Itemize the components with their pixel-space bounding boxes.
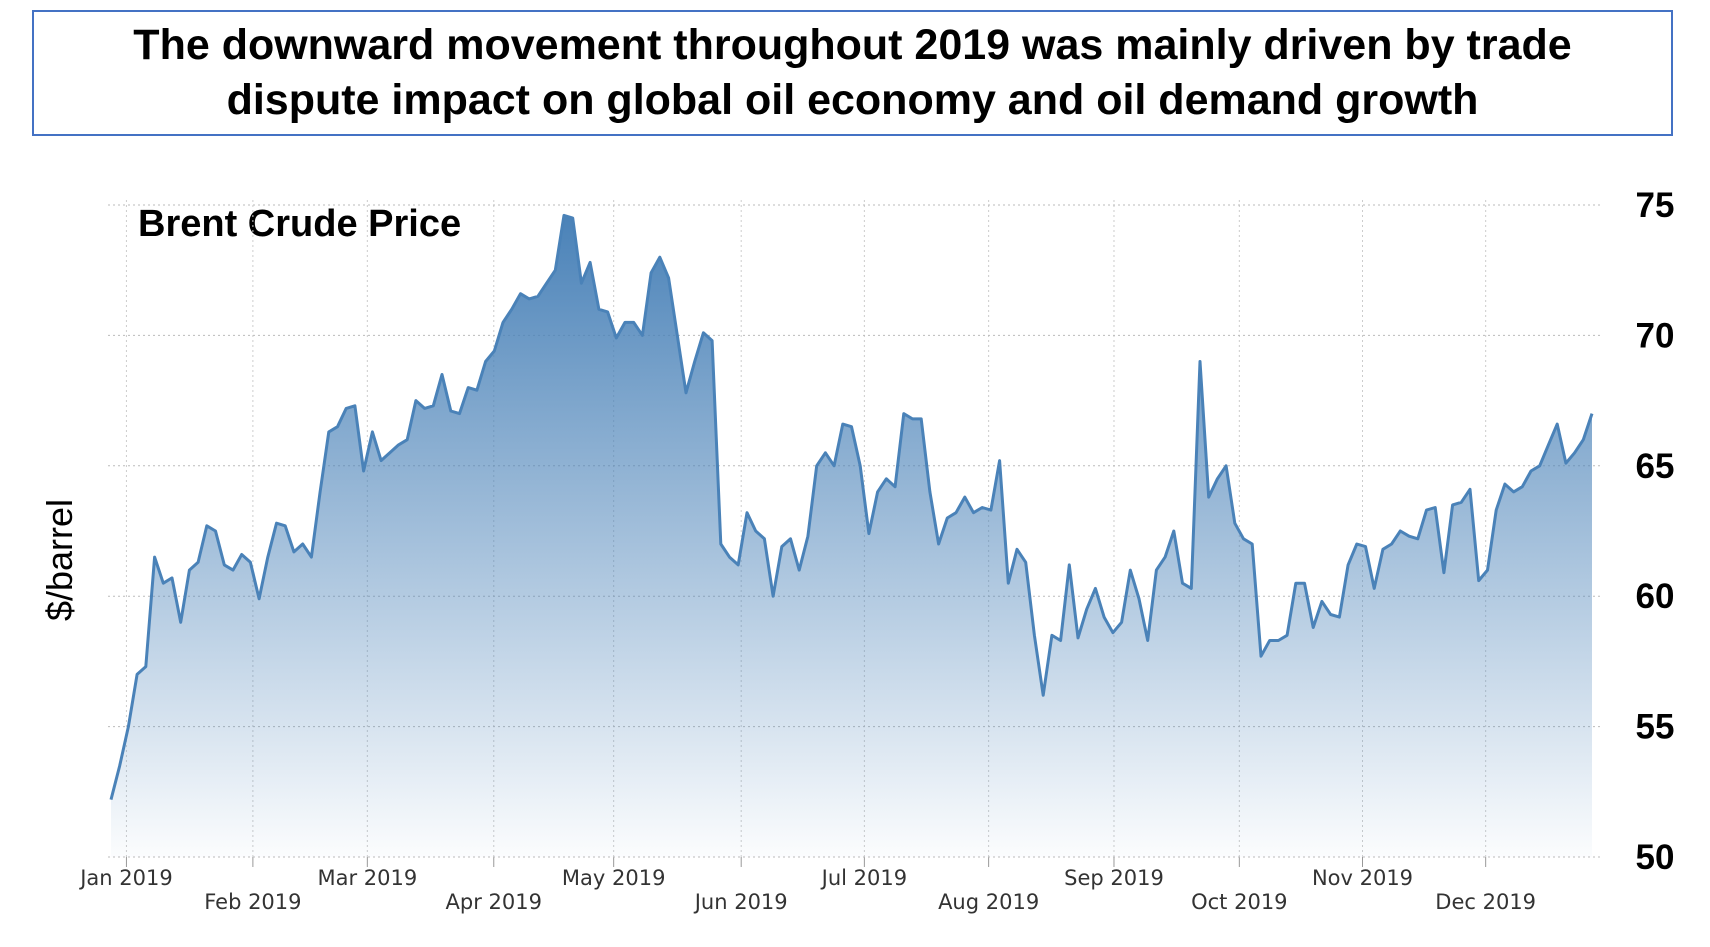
y-tick-label: 75 — [1636, 186, 1675, 225]
price-line — [109, 213, 1594, 800]
y-tick-label: 70 — [1636, 316, 1675, 355]
x-tick-label: Aug 2019 — [938, 890, 1039, 914]
x-tick-label: Nov 2019 — [1312, 866, 1413, 890]
y-tick-label: 65 — [1636, 447, 1675, 486]
x-tick-label: Feb 2019 — [204, 890, 301, 914]
y-tick-label: 50 — [1636, 838, 1675, 877]
y-tick-label: 55 — [1636, 708, 1675, 747]
x-tick-label: Oct 2019 — [1191, 890, 1287, 914]
y-axis-label: $/barrel — [39, 499, 80, 621]
header-title: The downward movement throughout 2019 wa… — [32, 10, 1673, 136]
x-tick-label: Dec 2019 — [1435, 890, 1536, 914]
x-tick-label: Sep 2019 — [1064, 866, 1164, 890]
x-tick-label: Jul 2019 — [820, 866, 907, 890]
x-tick-label: Jun 2019 — [693, 890, 788, 914]
x-tick-label: Mar 2019 — [317, 866, 417, 890]
x-tick-label: Jan 2019 — [78, 866, 173, 890]
x-tick-label: May 2019 — [562, 866, 666, 890]
area-fill — [111, 215, 1592, 857]
y-tick-label: 60 — [1636, 577, 1675, 616]
chart-title: Brent Crude Price — [138, 203, 461, 245]
x-tick-label: Apr 2019 — [446, 890, 542, 914]
